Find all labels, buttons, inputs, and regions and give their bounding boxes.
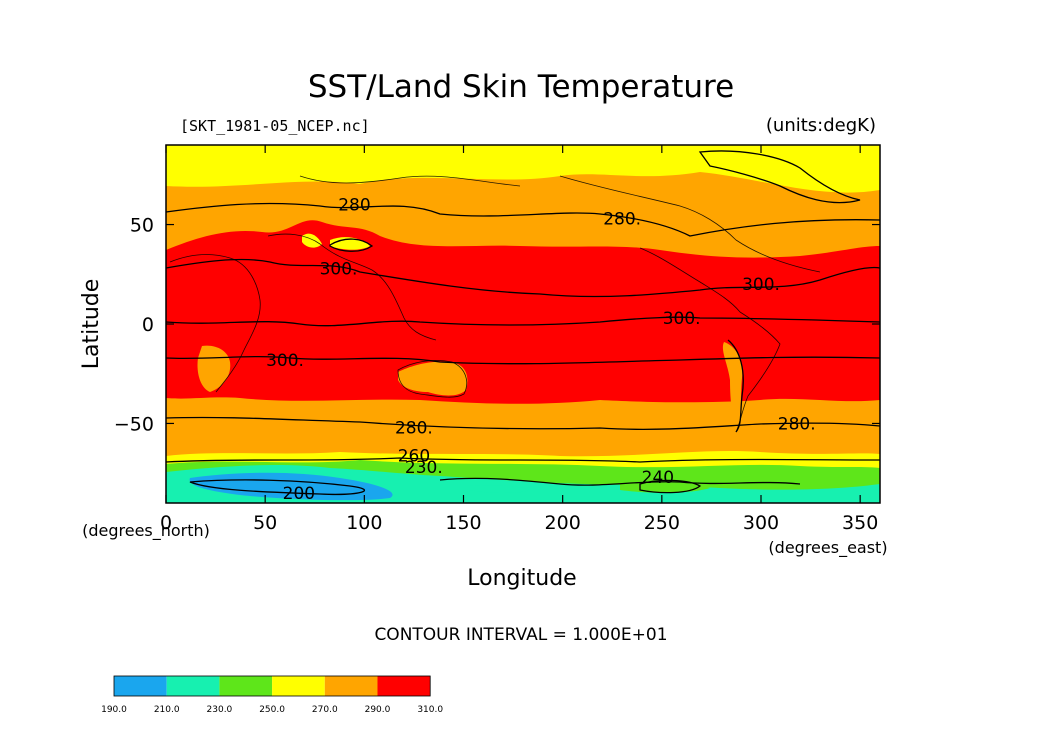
- x-tick-label: 0: [160, 512, 172, 534]
- colorbar-tick-label: 290.0: [365, 705, 391, 715]
- y-axis-units: (degrees_north): [82, 521, 210, 541]
- units-label: (units:degK): [766, 115, 876, 136]
- x-tick-label: 350: [842, 512, 878, 534]
- colorbar-tick-label: 250.0: [259, 705, 285, 715]
- contour-label: 300.: [663, 309, 701, 329]
- y-axis-label: Latitude: [79, 279, 104, 370]
- contour-label: 280: [338, 196, 370, 216]
- land-australia: [398, 361, 468, 396]
- colorbar: 190.0 210.0 230.0 250.0 270.0 290.0 310.0: [101, 675, 443, 715]
- x-axis-units: (degrees_east): [768, 538, 887, 558]
- colorbar-swatch: [272, 676, 325, 696]
- colorbar-tick-label: 210.0: [154, 705, 180, 715]
- colorbar-tick-label: 270.0: [312, 705, 338, 715]
- colorbar-tick-label: 190.0: [101, 705, 127, 715]
- contour-label: 280.: [395, 418, 433, 438]
- colorbar-tick-label: 230.0: [207, 705, 233, 715]
- colorbar-swatch: [377, 676, 431, 696]
- temperature-field: [166, 145, 880, 503]
- colorbar-swatch: [219, 676, 273, 696]
- x-tick-label: 100: [346, 512, 382, 534]
- x-axis-label: Longitude: [467, 566, 576, 591]
- y-tick-label: 0: [142, 314, 154, 336]
- contour-label: 300.: [266, 351, 304, 371]
- contour-lines: [166, 150, 880, 496]
- y-axis-ticks: 50 0 −50: [114, 215, 880, 435]
- colorbar-swatch: [324, 676, 378, 696]
- colorbar-swatch: [166, 676, 220, 696]
- band-250-270-north: [166, 145, 880, 193]
- file-label: [SKT_1981-05_NCEP.nc]: [180, 117, 370, 135]
- contour-label: 280.: [778, 414, 816, 434]
- contour-label: 260: [398, 446, 430, 466]
- contour-label: 240: [642, 468, 674, 488]
- x-tick-label: 200: [545, 512, 581, 534]
- y-tick-label: −50: [114, 413, 154, 435]
- colorbar-tick-label: 310.0: [417, 705, 443, 715]
- contour-label: 300.: [320, 259, 358, 279]
- map-title: SST/Land Skin Temperature: [308, 69, 734, 105]
- contour-label: 300.: [742, 275, 780, 295]
- x-axis-ticks: 0 50 100 150 200 250 300 350: [160, 145, 878, 534]
- x-tick-label: 50: [253, 512, 277, 534]
- band-290-310: [166, 220, 880, 404]
- x-tick-label: 150: [445, 512, 481, 534]
- x-tick-label: 300: [743, 512, 779, 534]
- land-andes: [722, 342, 743, 430]
- contour-label: 200: [283, 484, 315, 504]
- coastlines: [169, 175, 821, 433]
- y-tick-label: 50: [130, 215, 154, 237]
- band-210-230-patch: [470, 485, 530, 493]
- contour-label: 280.: [603, 210, 641, 230]
- contour-label: 230.: [405, 458, 443, 478]
- contour-interval-label: CONTOUR INTERVAL = 1.000E+01: [374, 625, 667, 645]
- colorbar-frame: [113, 675, 431, 697]
- x-tick-label: 250: [644, 512, 680, 534]
- colorbar-swatch: [114, 676, 167, 696]
